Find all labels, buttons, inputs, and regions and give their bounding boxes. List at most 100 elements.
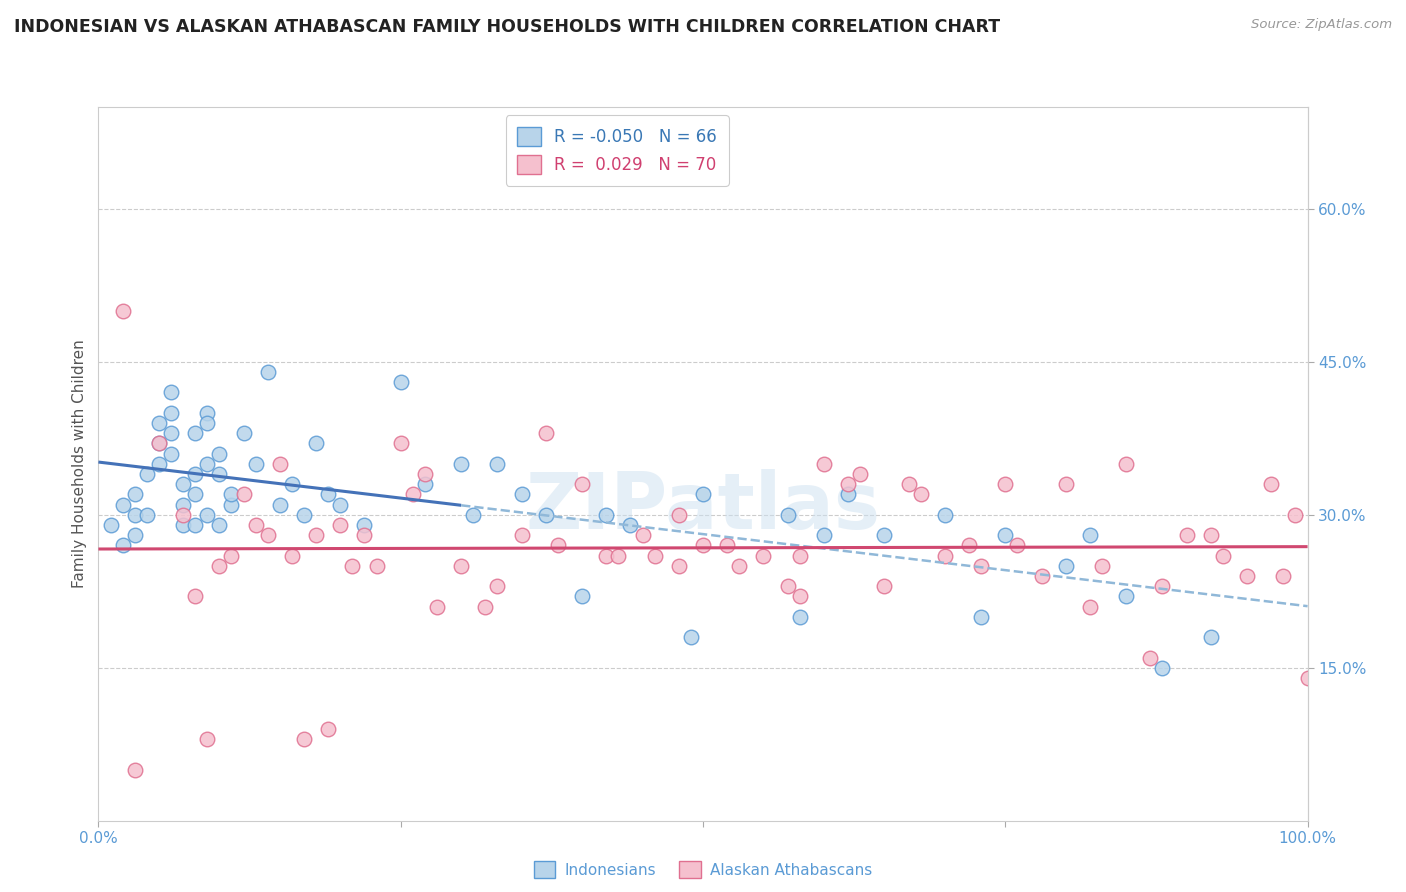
Point	[1236, 569, 1258, 583]
Point	[256, 365, 278, 379]
Point	[172, 508, 194, 522]
Point	[269, 498, 291, 512]
Point	[1199, 630, 1222, 644]
Point	[789, 590, 811, 604]
Point	[305, 528, 328, 542]
Point	[1054, 477, 1077, 491]
Point	[716, 538, 738, 552]
Point	[450, 457, 472, 471]
Point	[752, 549, 775, 563]
Point	[124, 763, 146, 777]
Point	[1175, 528, 1198, 542]
Point	[135, 467, 157, 481]
Point	[1115, 457, 1137, 471]
Point	[111, 498, 134, 512]
Point	[534, 508, 557, 522]
Point	[837, 487, 859, 501]
Point	[644, 549, 666, 563]
Point	[111, 304, 134, 318]
Point	[195, 508, 218, 522]
Point	[1031, 569, 1053, 583]
Point	[413, 467, 436, 481]
Point	[389, 436, 412, 450]
Point	[124, 508, 146, 522]
Point	[510, 487, 533, 501]
Point	[353, 518, 375, 533]
Point	[934, 508, 956, 522]
Point	[292, 508, 315, 522]
Point	[353, 528, 375, 542]
Point	[329, 498, 352, 512]
Point	[873, 528, 896, 542]
Point	[172, 518, 194, 533]
Point	[316, 722, 339, 736]
Point	[148, 416, 170, 430]
Point	[510, 528, 533, 542]
Point	[486, 457, 509, 471]
Point	[184, 467, 207, 481]
Point	[910, 487, 932, 501]
Point	[208, 447, 231, 461]
Point	[148, 457, 170, 471]
Point	[316, 487, 339, 501]
Point	[934, 549, 956, 563]
Point	[402, 487, 425, 501]
Point	[1115, 590, 1137, 604]
Point	[245, 518, 267, 533]
Legend: Indonesians, Alaskan Athabascans: Indonesians, Alaskan Athabascans	[527, 855, 879, 884]
Point	[970, 609, 993, 624]
Point	[281, 477, 304, 491]
Point	[789, 609, 811, 624]
Point	[184, 518, 207, 533]
Point	[184, 426, 207, 441]
Point	[813, 528, 835, 542]
Point	[366, 558, 388, 573]
Point	[124, 528, 146, 542]
Point	[195, 416, 218, 430]
Point	[389, 376, 412, 390]
Point	[245, 457, 267, 471]
Point	[160, 426, 183, 441]
Point	[970, 558, 993, 573]
Point	[595, 508, 617, 522]
Point	[269, 457, 291, 471]
Point	[897, 477, 920, 491]
Point	[281, 549, 304, 563]
Point	[172, 498, 194, 512]
Point	[692, 487, 714, 501]
Point	[1284, 508, 1306, 522]
Point	[221, 498, 243, 512]
Point	[426, 599, 449, 614]
Point	[1078, 599, 1101, 614]
Point	[463, 508, 485, 522]
Point	[232, 426, 254, 441]
Point	[776, 579, 799, 593]
Point	[571, 590, 593, 604]
Point	[413, 477, 436, 491]
Point	[1212, 549, 1234, 563]
Point	[172, 477, 194, 491]
Point	[789, 549, 811, 563]
Point	[208, 467, 231, 481]
Point	[1091, 558, 1114, 573]
Point	[534, 426, 557, 441]
Point	[631, 528, 654, 542]
Point	[160, 406, 183, 420]
Text: ZIPatlas: ZIPatlas	[526, 468, 880, 545]
Point	[668, 508, 690, 522]
Point	[148, 436, 170, 450]
Point	[813, 457, 835, 471]
Point	[547, 538, 569, 552]
Point	[1078, 528, 1101, 542]
Point	[994, 528, 1017, 542]
Point	[728, 558, 751, 573]
Point	[232, 487, 254, 501]
Point	[1260, 477, 1282, 491]
Point	[184, 590, 207, 604]
Point	[1139, 650, 1161, 665]
Point	[607, 549, 630, 563]
Point	[994, 477, 1017, 491]
Point	[679, 630, 702, 644]
Text: INDONESIAN VS ALASKAN ATHABASCAN FAMILY HOUSEHOLDS WITH CHILDREN CORRELATION CHA: INDONESIAN VS ALASKAN ATHABASCAN FAMILY …	[14, 18, 1000, 36]
Point	[1199, 528, 1222, 542]
